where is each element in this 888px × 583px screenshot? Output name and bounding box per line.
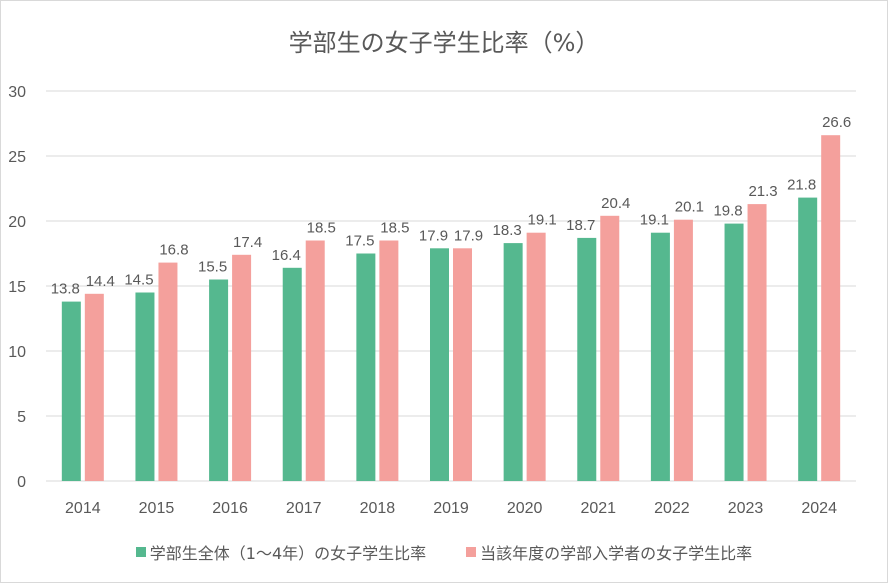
data-label: 17.9 xyxy=(454,227,483,244)
legend-label: 当該年度の学部入学者の女子学生比率 xyxy=(480,544,753,563)
bar-new-entrants xyxy=(158,262,178,481)
data-label: 20.1 xyxy=(675,199,704,216)
data-label: 17.4 xyxy=(233,234,262,251)
y-tick-label: 30 xyxy=(8,84,26,101)
legend: 学部生全体（1～4年）の女子学生比率 当該年度の学部入学者の女子学生比率 xyxy=(1,540,887,564)
x-tick-label: 2015 xyxy=(139,500,175,517)
x-tick-label: 2016 xyxy=(212,500,248,517)
bar-new-entrants xyxy=(453,248,472,481)
x-tick-label: 2019 xyxy=(433,500,469,517)
data-label: 19.8 xyxy=(713,203,742,220)
data-label: 21.8 xyxy=(787,177,816,194)
x-tick-label: 2021 xyxy=(580,500,616,517)
bar-all-students xyxy=(356,253,376,481)
x-tick-label: 2020 xyxy=(507,500,543,517)
bar-all-students xyxy=(135,292,155,481)
y-tick-label: 5 xyxy=(17,409,26,426)
data-label: 14.4 xyxy=(86,273,115,290)
data-label: 18.3 xyxy=(493,222,522,239)
data-label: 19.1 xyxy=(640,212,669,229)
data-label: 15.5 xyxy=(198,259,227,276)
x-tick-label: 2017 xyxy=(286,500,322,517)
data-label: 13.8 xyxy=(51,281,80,298)
data-label: 17.5 xyxy=(345,233,374,250)
x-tick-label: 2024 xyxy=(801,500,837,517)
data-label: 16.4 xyxy=(272,247,301,264)
bar-new-entrants xyxy=(84,293,104,481)
y-tick-label: 0 xyxy=(17,474,26,491)
bar-all-students xyxy=(282,267,302,481)
y-tick-label: 10 xyxy=(8,344,26,361)
data-label: 19.1 xyxy=(528,212,557,229)
bar-new-entrants xyxy=(379,240,399,481)
chart-title: 学部生の女子学生比率（%） xyxy=(288,29,600,57)
bar-new-entrants xyxy=(305,240,325,481)
bar-new-entrants xyxy=(673,219,693,481)
bar-new-entrants xyxy=(747,204,767,481)
bar-new-entrants xyxy=(526,232,546,481)
legend-label: 学部生全体（1～4年）の女子学生比率 xyxy=(149,544,427,563)
legend-swatch-pink xyxy=(466,547,477,557)
data-label: 26.6 xyxy=(822,114,851,131)
bar-all-students xyxy=(61,301,81,481)
bar-all-students xyxy=(798,197,818,481)
legend-item-new-entrants: 当該年度の学部入学者の女子学生比率 xyxy=(466,540,752,564)
y-tick-label: 15 xyxy=(8,279,26,296)
data-label: 14.5 xyxy=(124,272,153,289)
y-tick-label: 25 xyxy=(8,149,26,166)
bar-all-students xyxy=(503,243,523,481)
bar-all-students xyxy=(650,232,670,481)
y-tick-label: 20 xyxy=(8,214,26,231)
bar-new-entrants xyxy=(232,254,252,481)
x-tick-label: 2023 xyxy=(728,500,764,517)
x-tick-label: 2018 xyxy=(360,500,396,517)
legend-item-all-students: 学部生全体（1～4年）の女子学生比率 xyxy=(135,540,427,564)
bar-all-students xyxy=(724,223,744,481)
bar-new-entrants xyxy=(821,135,841,481)
x-tick-label: 2014 xyxy=(65,500,101,517)
bar-all-students xyxy=(209,279,229,481)
bar-all-students xyxy=(577,237,597,481)
data-label: 18.5 xyxy=(307,220,336,237)
data-label: 17.9 xyxy=(419,227,448,244)
data-label: 18.5 xyxy=(380,220,409,237)
bar-all-students xyxy=(430,248,449,481)
data-label: 20.4 xyxy=(601,195,630,212)
data-label: 18.7 xyxy=(566,217,595,234)
x-tick-label: 2022 xyxy=(654,500,690,517)
data-label: 16.8 xyxy=(159,242,188,259)
legend-swatch-green xyxy=(135,547,146,557)
data-label: 21.3 xyxy=(748,183,777,200)
bar-new-entrants xyxy=(600,215,620,482)
